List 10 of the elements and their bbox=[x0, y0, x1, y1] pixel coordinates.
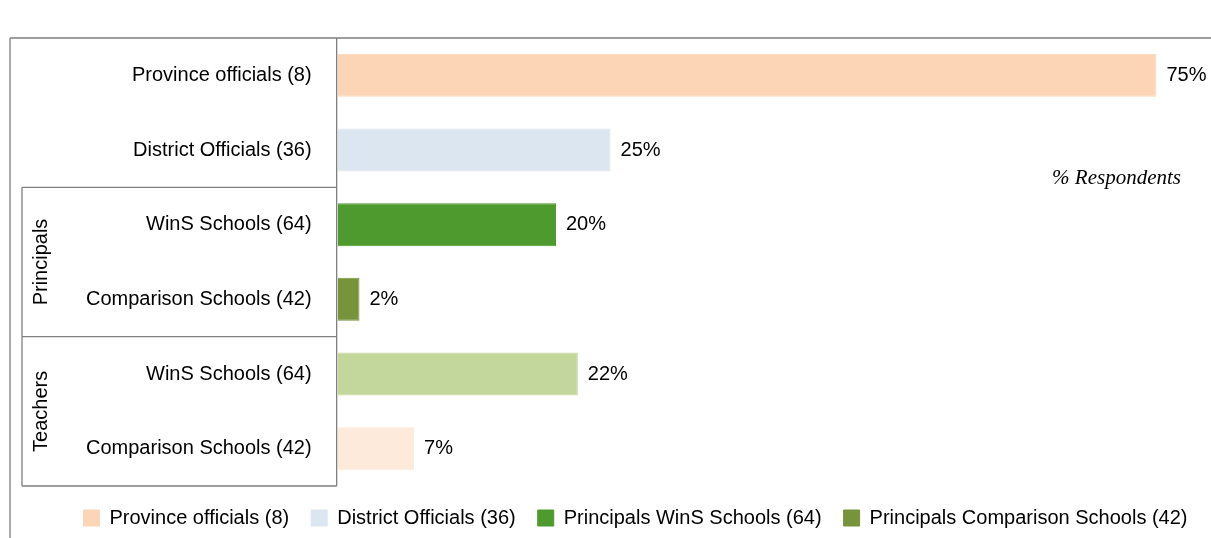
data-label: 20% bbox=[565, 212, 607, 235]
legend-label: District Officials (36) bbox=[337, 505, 516, 528]
data-label: 2% bbox=[369, 286, 399, 309]
data-label: 75% bbox=[1166, 62, 1207, 85]
legend-label: Principals WinS Schools (64) bbox=[563, 505, 822, 528]
data-label: 22% bbox=[587, 361, 629, 384]
data-label: 7% bbox=[424, 436, 454, 459]
legend-label: Principals Comparison Schools (42) bbox=[869, 505, 1188, 528]
data-label: 25% bbox=[620, 137, 661, 160]
x-axis-title: % Respondents bbox=[1052, 164, 1181, 189]
